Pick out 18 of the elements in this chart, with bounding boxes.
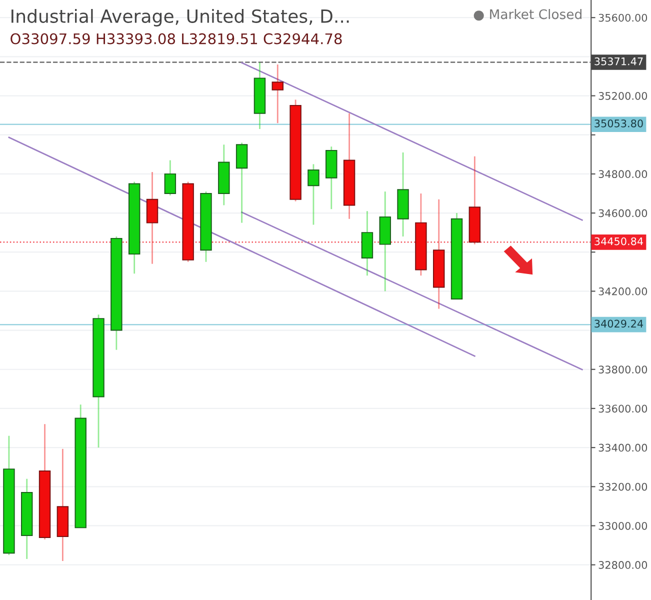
text: O33097.59 H33393.08 L32819.51 C32944.78 bbox=[10, 33, 342, 44]
y-tick-label: 32800.00 bbox=[598, 561, 648, 569]
ref-line-label: 35371.47 bbox=[594, 57, 643, 66]
y-tick-label: 34800.00 bbox=[598, 170, 648, 178]
y-tick-label: 35200.00 bbox=[598, 92, 648, 100]
y-tick-label: 34600.00 bbox=[598, 209, 648, 218]
y-tick-label: 35600.00 bbox=[598, 14, 648, 22]
y-tick-label: 33400.00 bbox=[598, 444, 648, 452]
y-tick-label: 33600.00 bbox=[598, 404, 648, 413]
y-tick-label: 33800.00 bbox=[598, 366, 648, 374]
annotation: ● Market Closed bbox=[474, 9, 582, 21]
y-tick-label: 33200.00 bbox=[598, 482, 648, 491]
ref-line-label: 34029.24 bbox=[594, 320, 644, 328]
chart-title: Industrial Average, United States, D... bbox=[12, 9, 349, 26]
ref-line-label: 34450.84 bbox=[594, 237, 644, 246]
y-tick-label: 34200.00 bbox=[598, 287, 648, 296]
y-tick-label: 33000.00 bbox=[598, 522, 648, 530]
ref-line-label: 35053.80 bbox=[594, 119, 643, 128]
